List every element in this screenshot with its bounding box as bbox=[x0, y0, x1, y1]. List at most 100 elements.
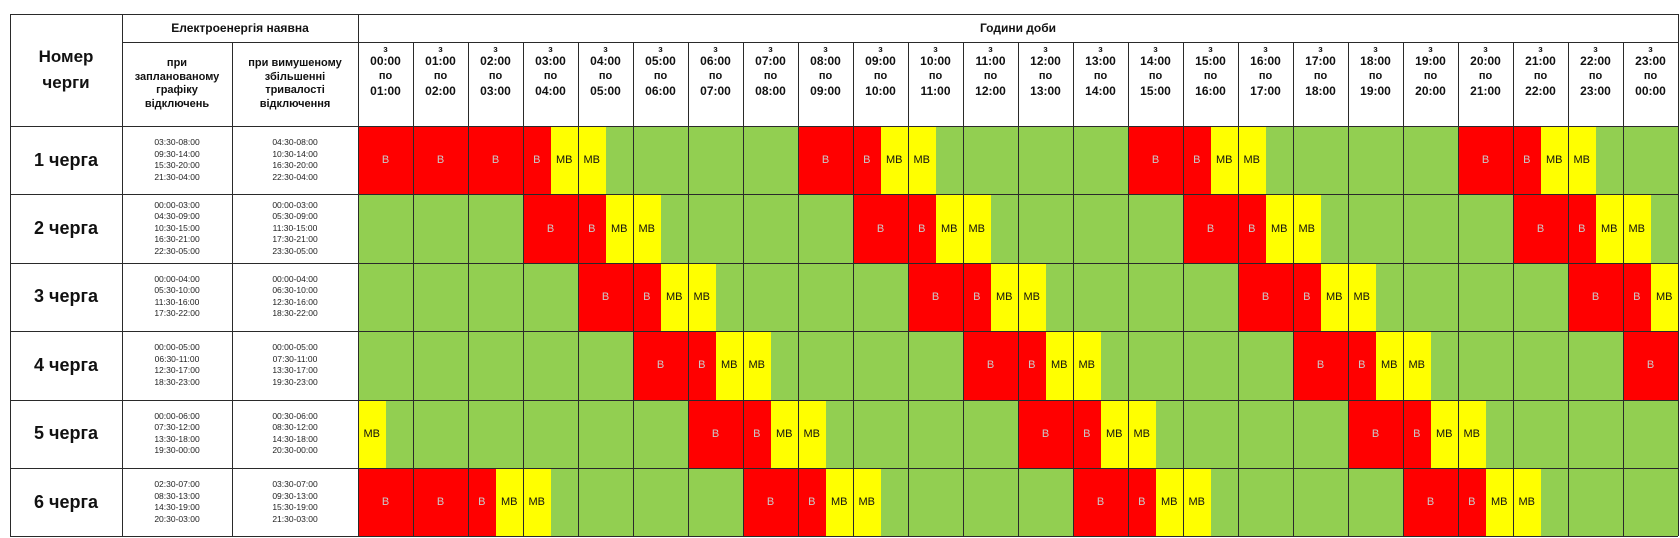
hour-header-time: 06:00 bbox=[645, 84, 676, 98]
interval-text: 20:30-00:00 bbox=[272, 445, 318, 456]
outage-label: В bbox=[753, 427, 761, 440]
possible-outage-label: МВ bbox=[693, 290, 711, 303]
possible-outage-label: МВ bbox=[666, 290, 683, 303]
hour-header-time: 18:00 bbox=[1360, 54, 1391, 68]
hour-header-time: 04:00 bbox=[535, 84, 566, 98]
hour-header-0: з 00:00 по 01:00 bbox=[358, 42, 413, 126]
interval-text: 18:30-23:00 bbox=[154, 376, 200, 387]
outage-label: В bbox=[533, 154, 541, 167]
outage-label: В bbox=[808, 496, 816, 509]
outage-block bbox=[1073, 468, 1156, 537]
possible-outage-label: МВ bbox=[748, 359, 766, 372]
outage-label: В bbox=[478, 496, 486, 509]
possible-outage-label: МВ bbox=[1078, 359, 1096, 372]
grid-line bbox=[1568, 42, 1569, 537]
hour-header-word: по bbox=[1038, 70, 1053, 82]
outage-label: В bbox=[973, 290, 981, 303]
possible-outage-label: МВ bbox=[1023, 290, 1041, 303]
hour-header-time: 13:00 bbox=[1085, 54, 1116, 68]
interval-text: 07:30-11:00 bbox=[272, 353, 318, 364]
grid-line bbox=[1293, 42, 1294, 537]
grid-line bbox=[1073, 42, 1074, 537]
forced-intervals: 03:30-07:00 09:30-13:00 15:30-19:00 21:30-0… bbox=[232, 468, 358, 536]
hour-header-5: з 05:00 по 06:00 bbox=[633, 42, 688, 126]
grid-line bbox=[963, 42, 964, 537]
interval-text: 15:30-20:00 bbox=[154, 160, 200, 171]
hour-header-time: 09:00 bbox=[865, 54, 896, 68]
outage-label: В bbox=[1096, 496, 1105, 509]
outage-label: В bbox=[1303, 290, 1311, 303]
hour-header-time: 19:00 bbox=[1415, 54, 1446, 68]
grid-line bbox=[413, 42, 414, 537]
hour-header-word: по bbox=[928, 70, 943, 82]
hour-header-8: з 08:00 по 09:00 bbox=[798, 42, 853, 126]
queue-name: 1 черга bbox=[34, 149, 98, 170]
grid-line bbox=[10, 194, 1678, 196]
interval-text: 22:30-05:00 bbox=[154, 245, 200, 256]
possible-outage-label: МВ bbox=[1271, 222, 1288, 235]
possible-outage-label: МВ bbox=[913, 154, 931, 167]
grid-line bbox=[10, 536, 1678, 538]
possible-outage-label: МВ bbox=[556, 154, 573, 167]
hour-header-word: по bbox=[1588, 70, 1603, 82]
planned-schedule-header: при запланованому графіку відключень bbox=[122, 42, 232, 126]
hour-header-6: з 06:00 по 07:00 bbox=[688, 42, 743, 126]
hour-header-time: 10:00 bbox=[865, 84, 896, 98]
planned-intervals: 02:30-07:00 08:30-13:00 14:30-19:00 20:30-0… bbox=[122, 468, 232, 536]
outage-label: В bbox=[1151, 154, 1160, 167]
hour-header-9: з 09:00 по 10:00 bbox=[853, 42, 908, 126]
possible-outage-label: МВ bbox=[776, 427, 793, 440]
possible-outage-label: МВ bbox=[1518, 496, 1536, 509]
hour-header-time: 01:00 bbox=[425, 54, 456, 68]
possible-outage-label: МВ bbox=[996, 290, 1013, 303]
possible-outage-label: МВ bbox=[1161, 496, 1178, 509]
hour-header-time: 05:00 bbox=[590, 84, 621, 98]
possible-outage-label: МВ bbox=[1573, 154, 1591, 167]
possible-outage-label: МВ bbox=[886, 154, 903, 167]
outage-label: В bbox=[1358, 359, 1366, 372]
interval-text: 10:30-15:00 bbox=[154, 222, 200, 233]
interval-text: 07:30-12:00 bbox=[154, 422, 200, 433]
queue-column-header: Номер черги bbox=[10, 14, 122, 126]
grid-line bbox=[1403, 42, 1404, 537]
hour-header-word: по bbox=[1478, 70, 1493, 82]
interval-text: 17:30-22:00 bbox=[154, 308, 200, 319]
hour-header-16: з 16:00 по 17:00 bbox=[1238, 42, 1293, 126]
grid-line bbox=[122, 42, 1678, 43]
hour-header-time: 09:00 bbox=[810, 84, 841, 98]
possible-outage-label: МВ bbox=[1216, 154, 1233, 167]
queue-name: 4 черга bbox=[34, 354, 98, 375]
possible-outage-label: МВ bbox=[1436, 427, 1453, 440]
hour-header-word: з bbox=[1098, 44, 1103, 54]
hour-header-time: 12:00 bbox=[1030, 54, 1061, 68]
outage-label: В bbox=[711, 427, 720, 440]
grid-line bbox=[523, 42, 524, 537]
possible-outage-label: МВ bbox=[1381, 359, 1398, 372]
interval-text: 00:00-06:00 bbox=[154, 410, 200, 421]
possible-outage-label: МВ bbox=[968, 222, 986, 235]
hours-of-day-header: Години доби bbox=[358, 14, 1678, 42]
hour-header-time: 13:00 bbox=[1030, 84, 1061, 98]
hour-header-time: 07:00 bbox=[700, 84, 731, 98]
hour-header-word: з bbox=[1428, 44, 1433, 54]
interval-text: 20:30-03:00 bbox=[154, 513, 200, 524]
interval-text: 14:30-18:00 bbox=[272, 433, 318, 444]
grid-line bbox=[908, 42, 909, 537]
outage-label: В bbox=[381, 154, 390, 167]
outage-block bbox=[688, 399, 771, 468]
outage-label: В bbox=[643, 290, 651, 303]
hour-header-time: 22:00 bbox=[1580, 54, 1611, 68]
grid-line bbox=[853, 42, 854, 537]
hour-header-word: з bbox=[383, 44, 388, 54]
interval-text: 03:30-08:00 bbox=[154, 137, 200, 148]
hour-header-word: з bbox=[1593, 44, 1598, 54]
outage-label: В bbox=[601, 290, 610, 303]
outage-block bbox=[1403, 468, 1486, 537]
possible-outage-block bbox=[1650, 262, 1678, 332]
interval-text: 04:30-08:00 bbox=[272, 137, 318, 148]
hour-header-word: з bbox=[988, 44, 993, 54]
interval-text: 17:30-21:00 bbox=[272, 234, 318, 245]
hour-header-word: з bbox=[1538, 44, 1543, 54]
hour-header-word: з bbox=[768, 44, 773, 54]
interval-text: 08:30-13:00 bbox=[154, 490, 200, 501]
